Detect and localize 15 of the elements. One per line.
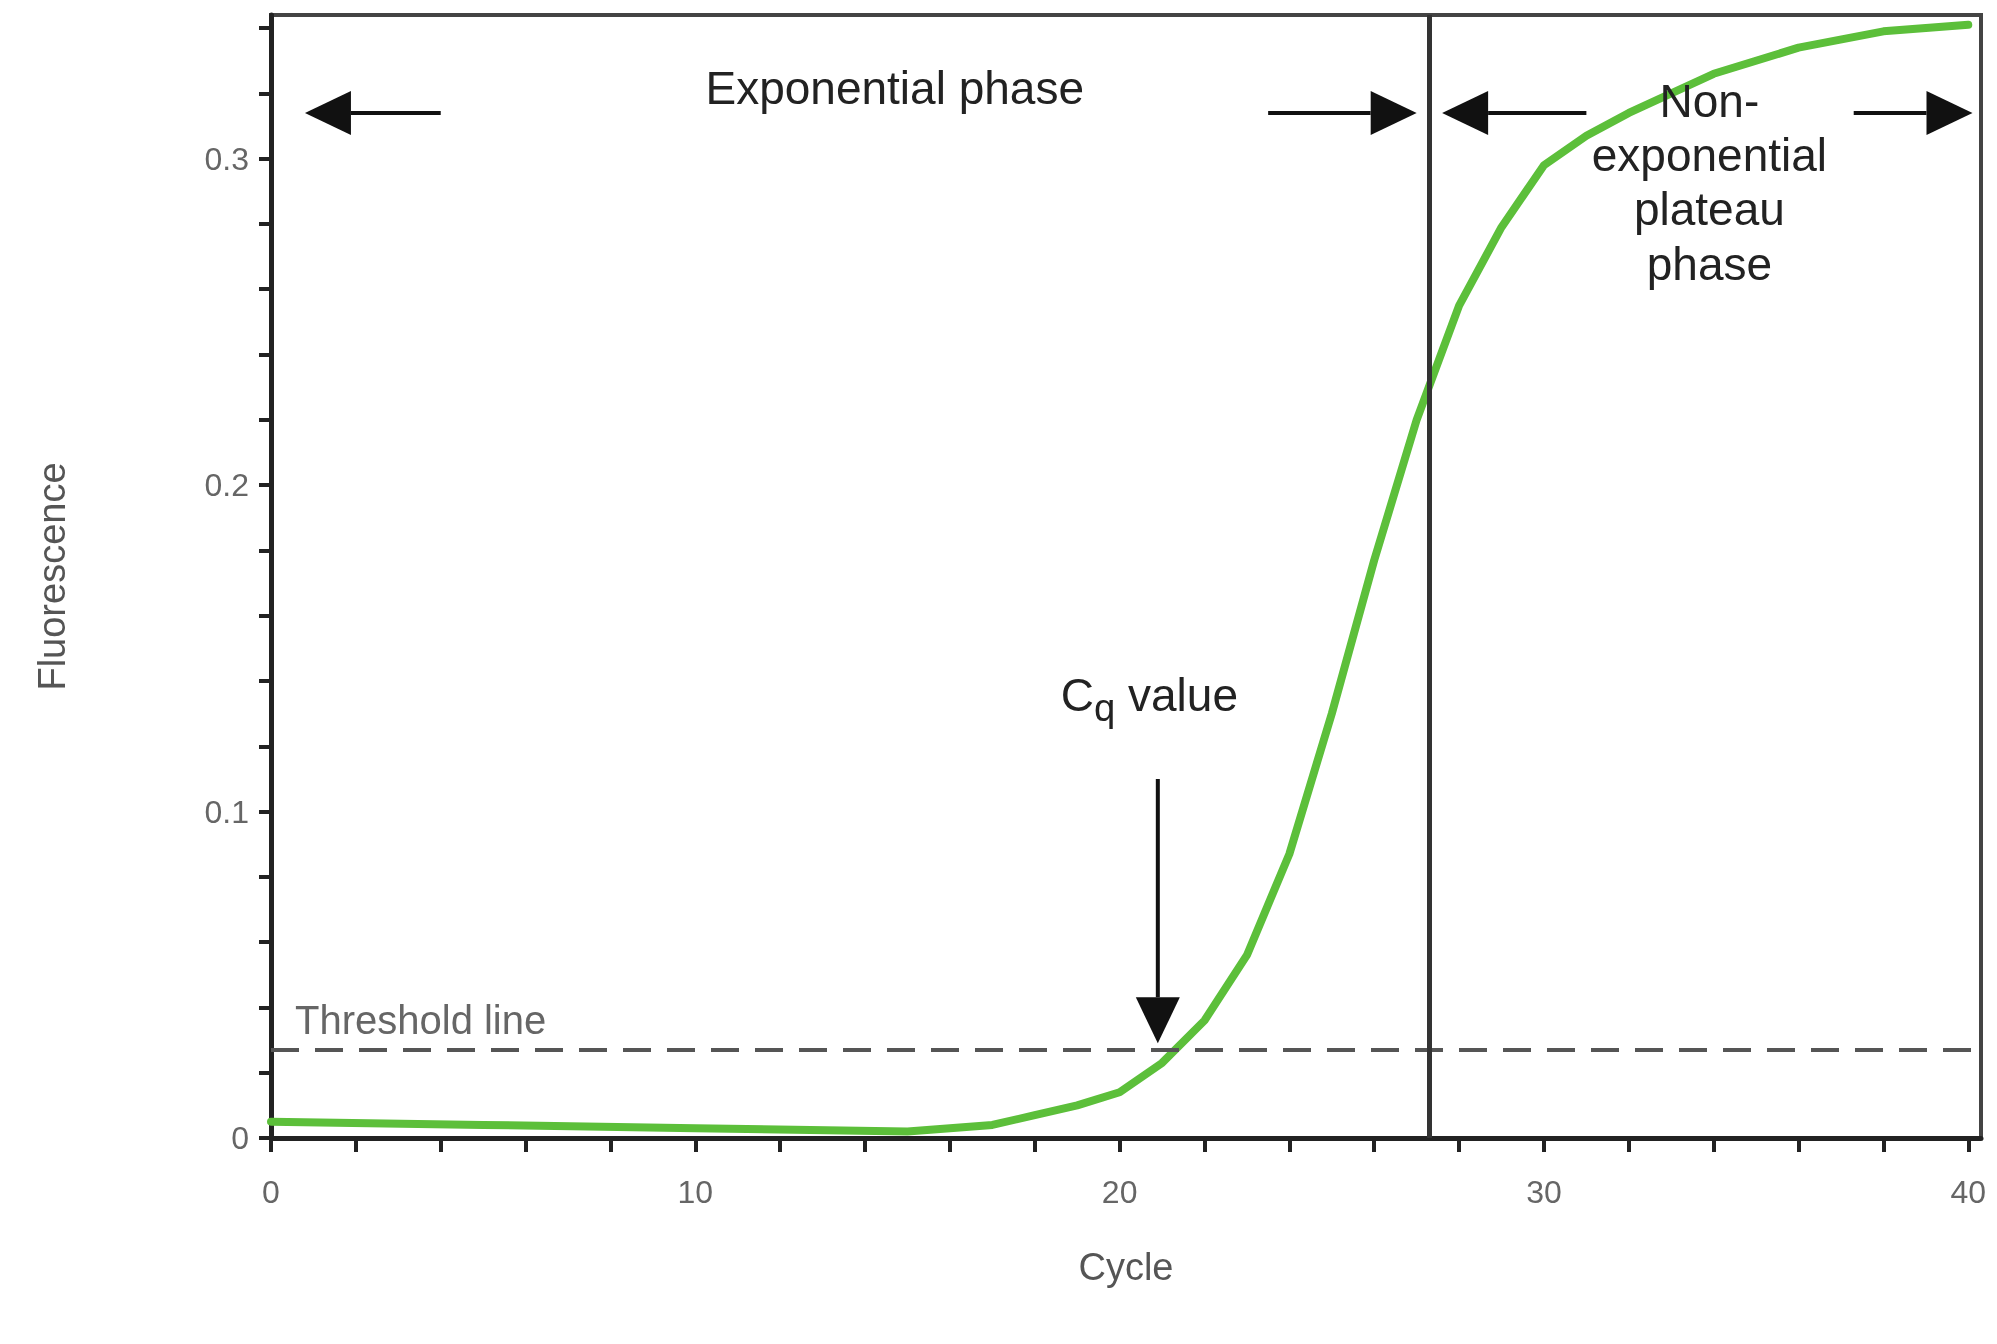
x-axis-title: Cycle [1078, 1246, 1174, 1288]
ref-line-label: Threshold line [295, 997, 547, 1042]
y-tick-label: 0.1 [204, 793, 249, 830]
y-axis-title: Fluorescence [31, 462, 73, 691]
x-tick-label: 10 [677, 1174, 714, 1210]
y-tick-label: 0 [231, 1120, 249, 1156]
y-tick-label: 0.2 [204, 467, 249, 504]
annotation: C$_{q}$ value [1059, 667, 1239, 731]
x-tick-label: 20 [1101, 1174, 1138, 1210]
annotation: Exponential phase [704, 60, 1085, 115]
x-tick-label: 0 [262, 1174, 280, 1210]
y-tick-label: 0.3 [204, 140, 249, 177]
x-tick-label: 40 [1950, 1174, 1987, 1210]
x-tick-label: 30 [1526, 1174, 1562, 1210]
annotation: Non-exponential plateau phase [1590, 73, 1829, 291]
